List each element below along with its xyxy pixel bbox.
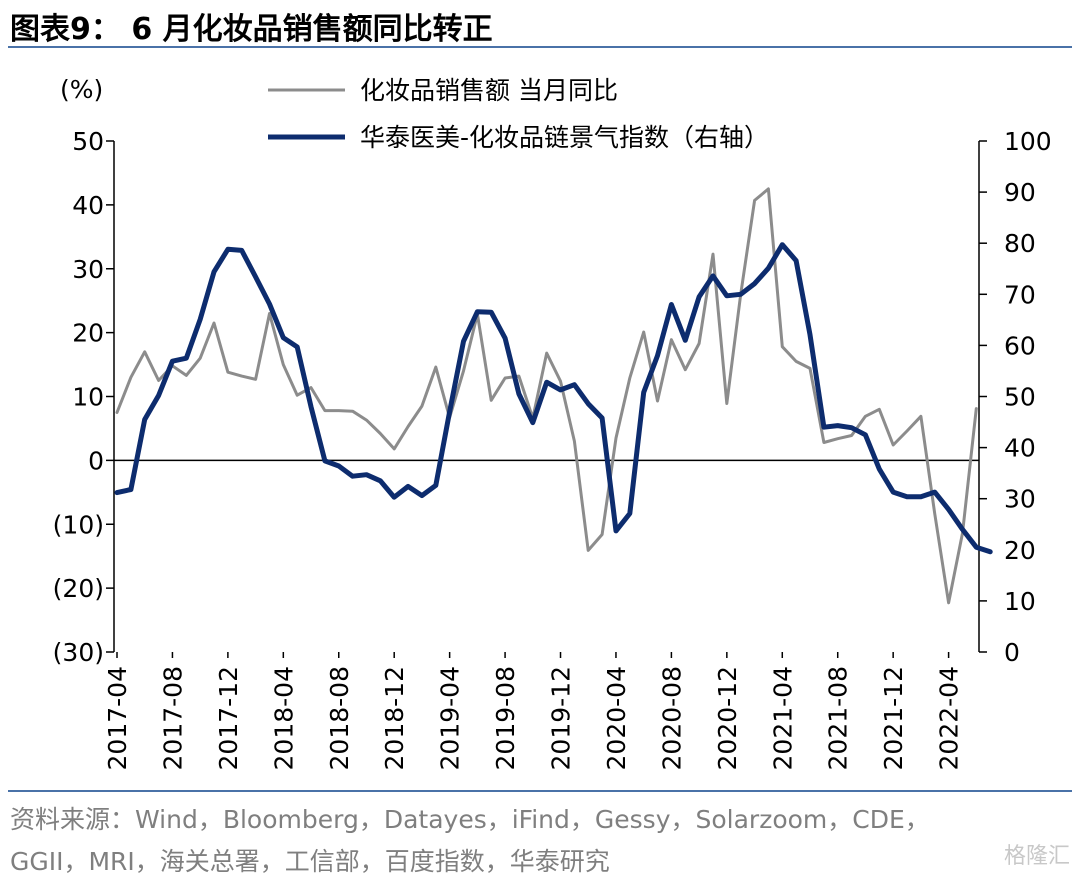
x-tick-label: 2017-08 — [158, 666, 187, 770]
x-tick-label: 2020-12 — [713, 666, 742, 770]
right-tick-label: 10 — [1004, 587, 1036, 616]
left-tick-label: (10) — [53, 510, 104, 539]
dual-axis-line-chart: 50403020100(10)(20)(30)(%)10090807060504… — [53, 75, 1052, 770]
x-tick-label: 2019-08 — [491, 666, 520, 770]
left-axis-unit: (%) — [60, 75, 103, 104]
right-tick-label: 80 — [1004, 229, 1036, 258]
x-tick-label: 2021-12 — [879, 666, 908, 770]
x-tick-label: 2018-08 — [325, 666, 354, 770]
title-divider — [8, 46, 1072, 48]
legend-label: 化妆品销售额 当月同比 — [360, 76, 618, 105]
x-tick-label: 2018-12 — [380, 666, 409, 770]
right-tick-label: 60 — [1004, 331, 1036, 360]
watermark-logo: 格隆汇 — [1003, 844, 1070, 869]
x-tick-label: 2021-04 — [768, 666, 797, 770]
x-tick-label: 2018-04 — [269, 666, 298, 770]
left-tick-label: 20 — [72, 319, 104, 348]
x-tick-label: 2019-04 — [436, 666, 465, 770]
right-tick-label: 100 — [1004, 127, 1052, 156]
x-tick-label: 2020-04 — [602, 666, 631, 770]
left-tick-label: (30) — [53, 638, 104, 667]
source-divider — [8, 790, 1072, 792]
series-line-boom-index — [114, 242, 993, 555]
x-tick-label: 2021-08 — [824, 666, 853, 770]
left-tick-label: 40 — [72, 191, 104, 220]
legend-label: 华泰医美-化妆品链景气指数（右轴） — [360, 123, 769, 152]
right-tick-label: 40 — [1004, 434, 1036, 463]
left-tick-label: 10 — [72, 383, 104, 412]
left-tick-label: 50 — [72, 127, 104, 156]
series-line-sales-yoy — [115, 187, 978, 605]
left-tick-label: (20) — [53, 574, 104, 603]
right-tick-label: 30 — [1004, 485, 1036, 514]
right-tick-label: 70 — [1004, 280, 1036, 309]
x-tick-label: 2020-08 — [657, 666, 686, 770]
right-tick-label: 90 — [1004, 178, 1036, 207]
right-tick-label: 20 — [1004, 536, 1036, 565]
left-tick-label: 0 — [88, 446, 104, 475]
right-tick-label: 0 — [1004, 638, 1020, 667]
source-line-2: GGII，MRI，海关总署，工信部，百度指数，华泰研究 — [10, 847, 610, 876]
chart-title: 图表9： 6 月化妆品销售额同比转正 — [10, 12, 493, 47]
left-tick-label: 30 — [72, 255, 104, 284]
right-tick-label: 50 — [1004, 383, 1036, 412]
source-line-1: 资料来源：Wind，Bloomberg，Datayes，iFind，Gessy，… — [10, 805, 930, 834]
x-tick-label: 2017-04 — [103, 666, 132, 770]
x-tick-label: 2019-12 — [547, 666, 576, 770]
x-tick-label: 2022-04 — [935, 666, 964, 770]
x-tick-label: 2017-12 — [214, 666, 243, 770]
